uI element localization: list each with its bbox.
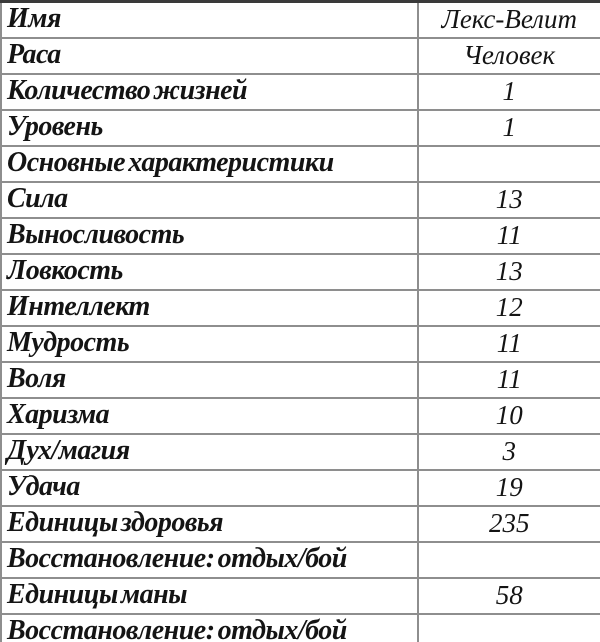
table-row: Раса Человек [0, 37, 600, 75]
stat-value: 1 [417, 109, 600, 147]
stat-label: Дух/магия [0, 433, 419, 471]
stat-value: 13 [417, 181, 600, 219]
stat-value: 13 [417, 253, 600, 291]
stat-value: 235 [417, 505, 600, 543]
table-row: Количество жизней 1 [0, 73, 600, 111]
stat-value [417, 541, 600, 579]
stat-value: 19 [417, 469, 600, 507]
table-row: Сила 13 [0, 181, 600, 219]
table-row: Мудрость 11 [0, 325, 600, 363]
stat-label: Имя [0, 0, 419, 39]
stat-value: 11 [417, 325, 600, 363]
stat-value: 3 [417, 433, 600, 471]
stat-value [417, 145, 600, 183]
table-row: Интеллект 12 [0, 289, 600, 327]
stat-label: Раса [0, 37, 419, 75]
stat-label: Воля [0, 361, 419, 399]
stat-label: Харизма [0, 397, 419, 435]
stat-value: 1 [417, 73, 600, 111]
table-row: Дух/магия 3 [0, 433, 600, 471]
stat-value: 10 [417, 397, 600, 435]
stat-label: Уровень [0, 109, 419, 147]
table-row: Воля 11 [0, 361, 600, 399]
table-row: Харизма 10 [0, 397, 600, 435]
table-row: Ловкость 13 [0, 253, 600, 291]
stat-label: Восстановление: отдых/бой [0, 541, 419, 579]
table-row: Уровень 1 [0, 109, 600, 147]
section-header: Основные характеристики [0, 145, 419, 183]
table-row: Удача 19 [0, 469, 600, 507]
stat-label: Единицы маны [0, 577, 419, 615]
table-row: Восстановление: отдых/бой [0, 541, 600, 579]
stat-value: 58 [417, 577, 600, 615]
stat-value: 11 [417, 217, 600, 255]
stat-label: Ловкость [0, 253, 419, 291]
table-row: Единицы здоровья 235 [0, 505, 600, 543]
stat-value: Человек [417, 37, 600, 75]
stat-label: Удача [0, 469, 419, 507]
stat-label: Сила [0, 181, 419, 219]
stat-label: Единицы здоровья [0, 505, 419, 543]
stat-value: 12 [417, 289, 600, 327]
stat-value: 11 [417, 361, 600, 399]
table-row: Восстановление: отдых/бой [0, 613, 600, 642]
stat-value [417, 613, 600, 642]
stat-value: Лекс-Велит [417, 0, 600, 39]
stat-label: Количество жизней [0, 73, 419, 111]
table-row: Основные характеристики [0, 145, 600, 183]
table-row: Единицы маны 58 [0, 577, 600, 615]
table-row: Выносливость 11 [0, 217, 600, 255]
stat-label: Интеллект [0, 289, 419, 327]
stat-label: Выносливость [0, 217, 419, 255]
table-row: Имя Лекс-Велит [0, 0, 600, 39]
stat-label: Мудрость [0, 325, 419, 363]
stat-label: Восстановление: отдых/бой [0, 613, 419, 642]
